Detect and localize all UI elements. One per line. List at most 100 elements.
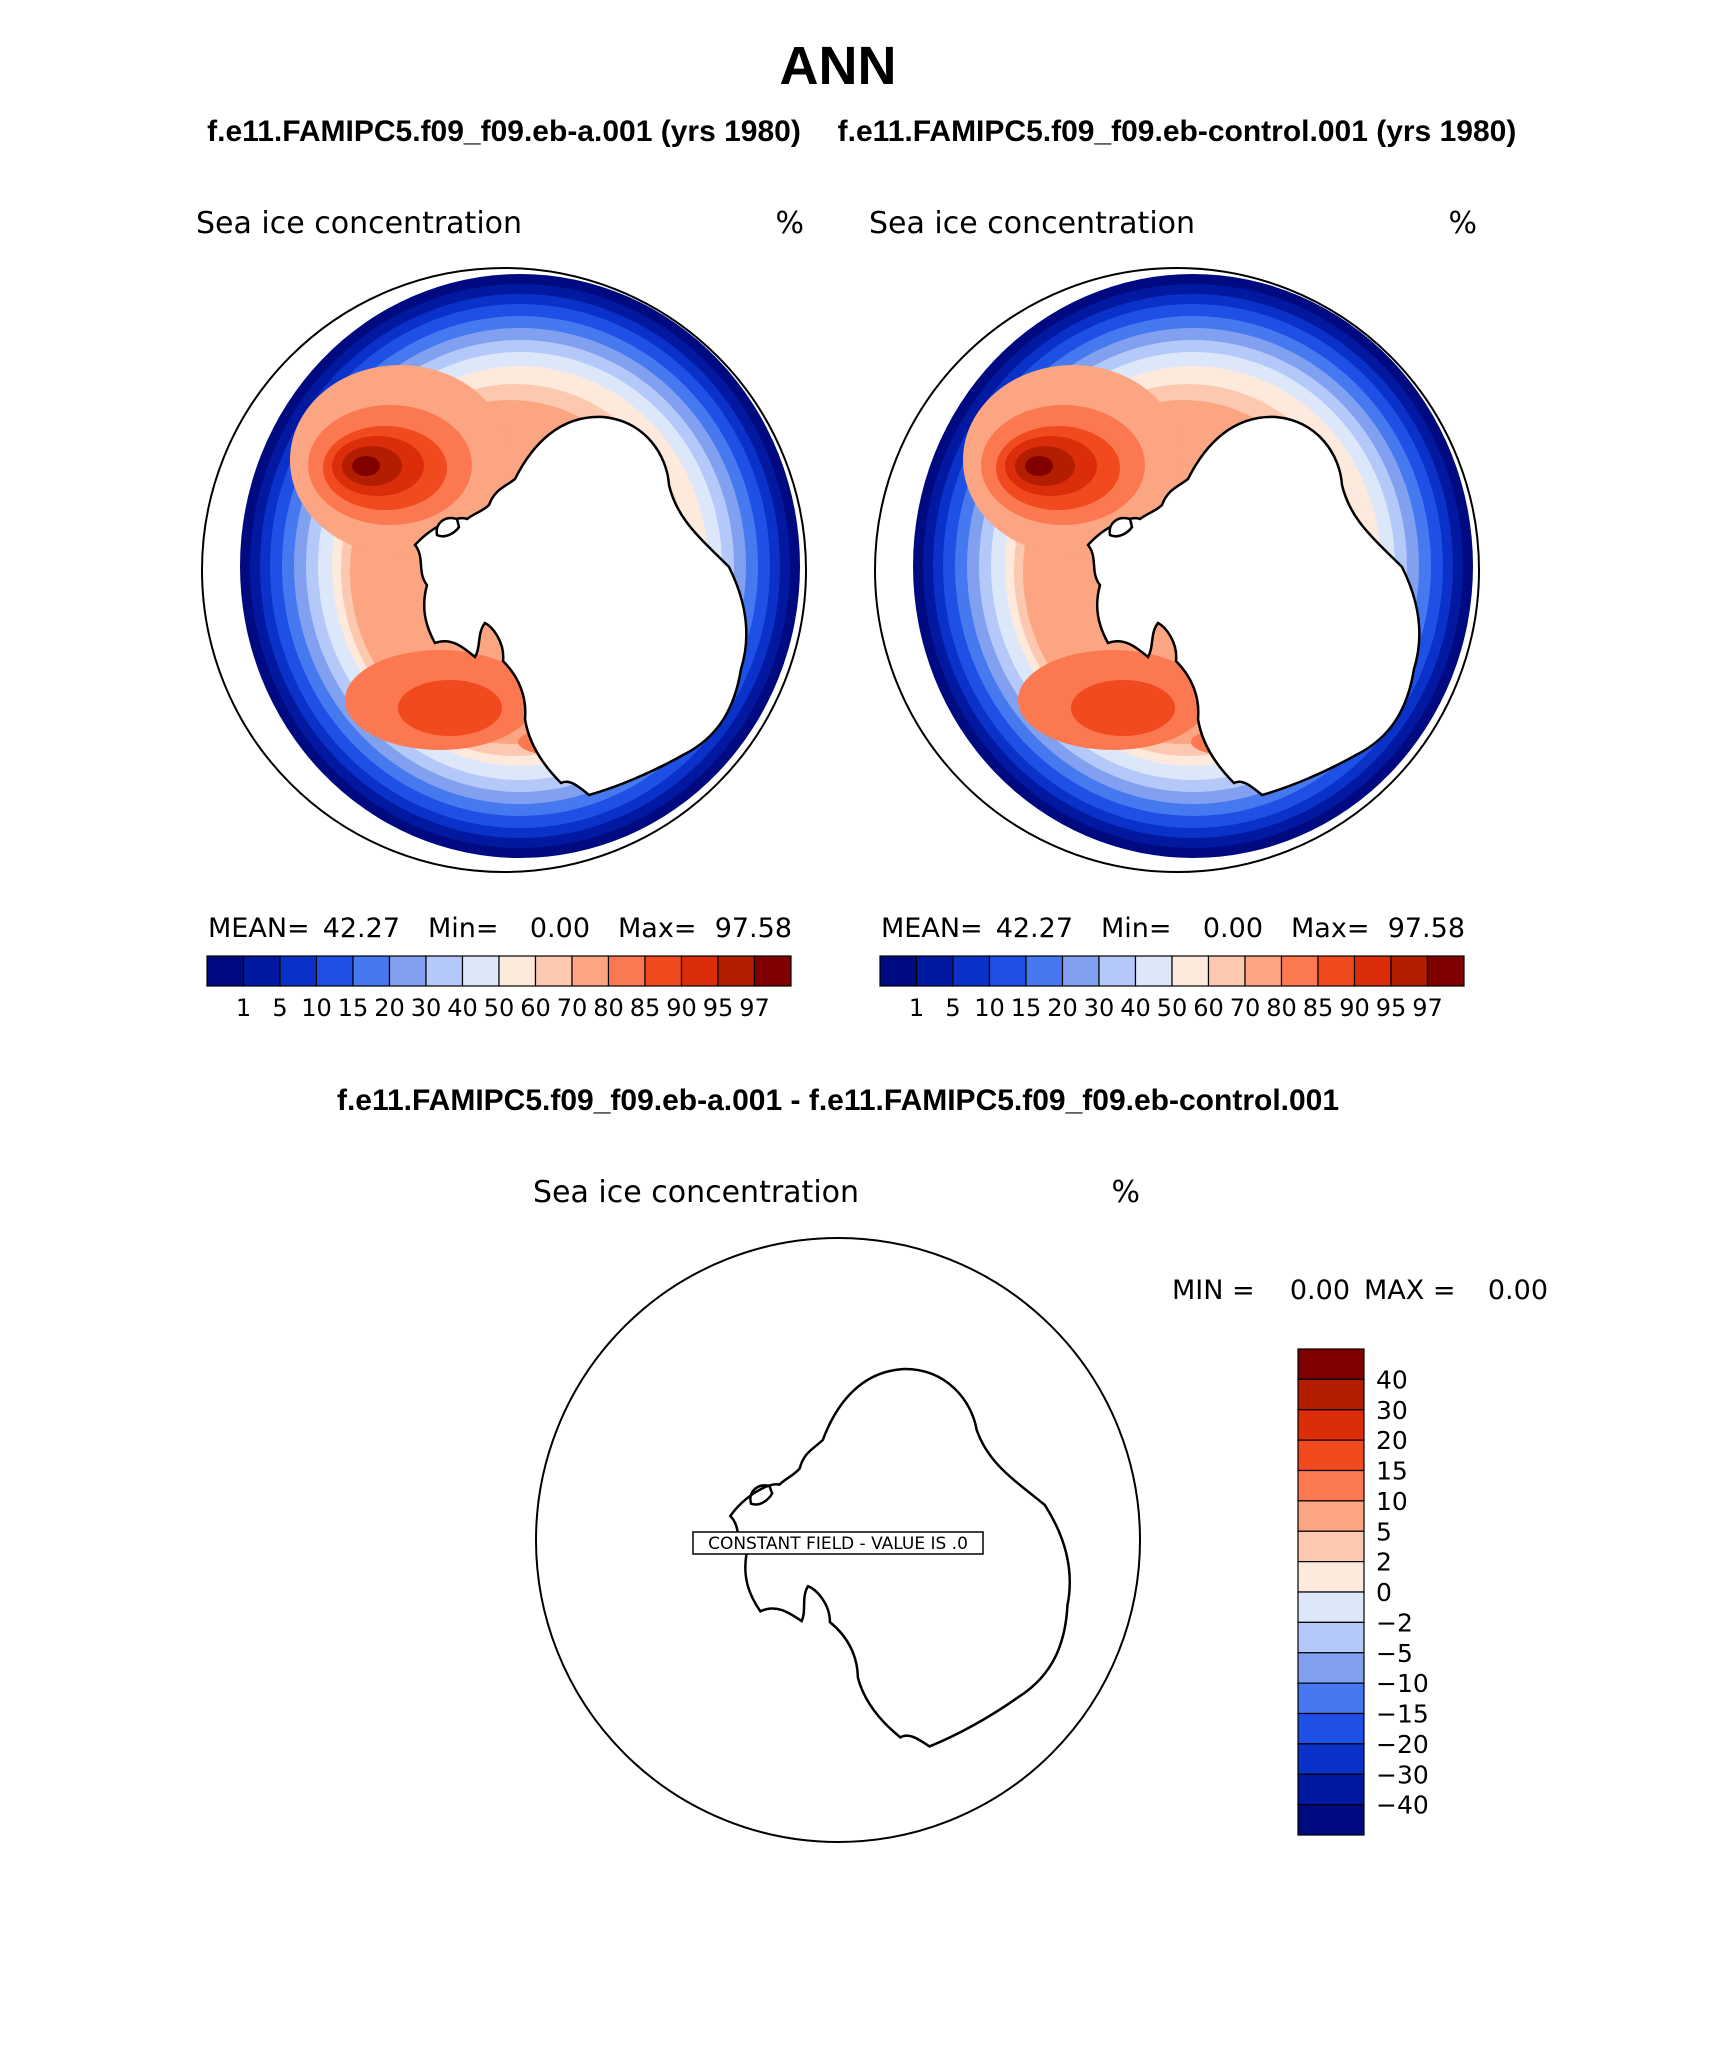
colorbar-swatch	[753, 955, 792, 987]
panel-case-a: Sea ice concentration %	[196, 206, 807, 1022]
colorbar-swatch	[242, 955, 281, 987]
diff-colorbar-tick-label: −5	[1376, 1639, 1413, 1668]
diff-colorbar-swatch	[1297, 1530, 1365, 1563]
colorbar-tick-label: 80	[593, 994, 624, 1022]
colorbar-swatch	[279, 955, 318, 987]
diff-colorbar-tick-label: −15	[1376, 1700, 1429, 1729]
panel-b-mean-label: MEAN=	[881, 913, 983, 944]
case-a-title: f.e11.FAMIPC5.f09_f09.eb-a.001 (yrs 1980…	[207, 115, 801, 148]
diff-colorbar-swatch	[1297, 1591, 1365, 1623]
colorbar-tick-label: 5	[272, 994, 287, 1022]
panel-a-units: %	[775, 206, 804, 241]
colorbar-tick-label: 50	[484, 994, 515, 1022]
colorbar-swatch	[498, 955, 537, 987]
diff-colorbar-tick-label: 15	[1376, 1457, 1408, 1486]
colorbar-tick-label: 20	[1047, 994, 1078, 1022]
panel-b-min-value: 0.00	[1203, 913, 1263, 944]
colorbar-tick-label: 10	[301, 994, 332, 1022]
diff-colorbar-swatch	[1297, 1743, 1365, 1775]
colorbar-swatch	[1098, 955, 1137, 987]
figure-title: ANN	[780, 36, 897, 96]
colorbar-tick-label: 95	[703, 994, 734, 1022]
colorbar-tick-label: 85	[630, 994, 661, 1022]
constant-field-label: CONSTANT FIELD - VALUE IS .0	[708, 1534, 968, 1554]
colorbar-tick-label: 50	[1157, 994, 1188, 1022]
colorbar-swatch	[388, 955, 427, 987]
colorbar-swatch	[571, 955, 610, 987]
diff-colorbar-swatch	[1297, 1409, 1365, 1441]
colorbar-swatch	[644, 955, 683, 987]
panel-a-max-value: 97.58	[715, 913, 792, 944]
diff-colorbar-tick-label: 20	[1376, 1426, 1408, 1455]
diff-colorbar-swatch	[1297, 1469, 1365, 1502]
panel-a-min-value: 0.00	[530, 913, 590, 944]
colorbar-tick-label: 40	[447, 994, 478, 1022]
diff-colorbar-swatch	[1297, 1712, 1365, 1745]
colorbar-swatch	[915, 955, 954, 987]
colorbar-tick-label: 60	[1193, 994, 1224, 1022]
diff-colorbar-swatch	[1297, 1773, 1365, 1806]
panel-b-variable: Sea ice concentration	[869, 206, 1195, 241]
diff-colorbar-tick-label: −10	[1376, 1669, 1429, 1698]
colorbar-swatch	[607, 955, 646, 987]
diff-max-value: 0.00	[1488, 1275, 1548, 1306]
panel-b-ice-field	[913, 274, 1473, 858]
diff-colorbar-swatch	[1297, 1439, 1365, 1472]
diff-colorbar-tick-label: 30	[1376, 1396, 1408, 1425]
diff-colorbar-swatch	[1297, 1561, 1365, 1593]
diff-title: f.e11.FAMIPC5.f09_f09.eb-a.001 - f.e11.F…	[337, 1084, 1339, 1117]
diff-colorbar-swatch	[1297, 1804, 1365, 1836]
panel-a-max-label: Max=	[618, 913, 696, 944]
diff-colorbar-tick-label: 5	[1376, 1517, 1392, 1546]
colorbar-tick-label: 90	[1339, 994, 1370, 1022]
panel-a-ice-field	[240, 274, 800, 858]
panel-b-max-value: 97.58	[1388, 913, 1465, 944]
diff-colorbar-tick-label: −40	[1376, 1791, 1429, 1820]
diff-colorbar-tick-label: −20	[1376, 1730, 1429, 1759]
panel-b-mean-value: 42.27	[996, 913, 1073, 944]
diff-colorbar-tick-label: −2	[1376, 1608, 1413, 1637]
panel-b-min-label: Min=	[1101, 913, 1172, 944]
colorbar-tick-label: 10	[974, 994, 1005, 1022]
panel-difference: Sea ice concentration % CONSTANT FIELD -…	[533, 1175, 1548, 1843]
colorbar-swatch	[1280, 955, 1319, 987]
colorbar-tick-label: 95	[1376, 994, 1407, 1022]
panel-case-b: Sea ice concentration %	[869, 206, 1480, 1022]
colorbar-tick-label: 85	[1303, 994, 1334, 1022]
colorbar-swatch	[1353, 955, 1392, 987]
colorbar-tick-label: 1	[909, 994, 924, 1022]
panel-a-colorbar: 1 5 10 15 20 30 40 50 60 70 80 85 90 95 97	[206, 955, 792, 1022]
panel-a-min-label: Min=	[428, 913, 499, 944]
case-b-title: f.e11.FAMIPC5.f09_f09.eb-control.001 (yr…	[838, 115, 1517, 148]
colorbar-tick-label: 1	[236, 994, 251, 1022]
colorbar-tick-label: 60	[520, 994, 551, 1022]
colorbar-tick-label: 90	[666, 994, 697, 1022]
diff-colorbar-tick-label: 0	[1376, 1578, 1392, 1607]
colorbar-swatch	[717, 955, 756, 987]
colorbar-swatch	[879, 955, 918, 987]
colorbar-swatch	[1317, 955, 1356, 987]
colorbar-swatch	[315, 955, 354, 987]
diff-colorbar-swatch	[1297, 1378, 1365, 1411]
colorbar-swatch	[1061, 955, 1100, 987]
diff-colorbar-tick-label: −30	[1376, 1760, 1429, 1789]
colorbar-tick-label: 97	[739, 994, 770, 1022]
panel-b-max-label: Max=	[1291, 913, 1369, 944]
panel-b-colorbar: 1 5 10 15 20 30 40 50 60 70 80 85 90 95 97	[879, 955, 1465, 1022]
weddell-sea-maximum	[963, 365, 1183, 555]
diff-colorbar-tick-label: 40	[1376, 1365, 1408, 1394]
colorbar-tick-label: 70	[1230, 994, 1261, 1022]
colorbar-swatch	[1390, 955, 1429, 987]
panel-a-variable: Sea ice concentration	[196, 206, 522, 241]
colorbar-swatch	[1025, 955, 1064, 987]
colorbar-tick-label: 97	[1412, 994, 1443, 1022]
panel-a-mean-value: 42.27	[323, 913, 400, 944]
diff-colorbar-tick-label: 10	[1376, 1487, 1408, 1516]
diff-colorbar-swatch	[1297, 1652, 1365, 1684]
diff-units: %	[1111, 1175, 1140, 1210]
weddell-sea-maximum	[290, 365, 510, 555]
diff-variable: Sea ice concentration	[533, 1175, 859, 1210]
panel-a-mean-label: MEAN=	[208, 913, 310, 944]
colorbar-tick-label: 5	[945, 994, 960, 1022]
